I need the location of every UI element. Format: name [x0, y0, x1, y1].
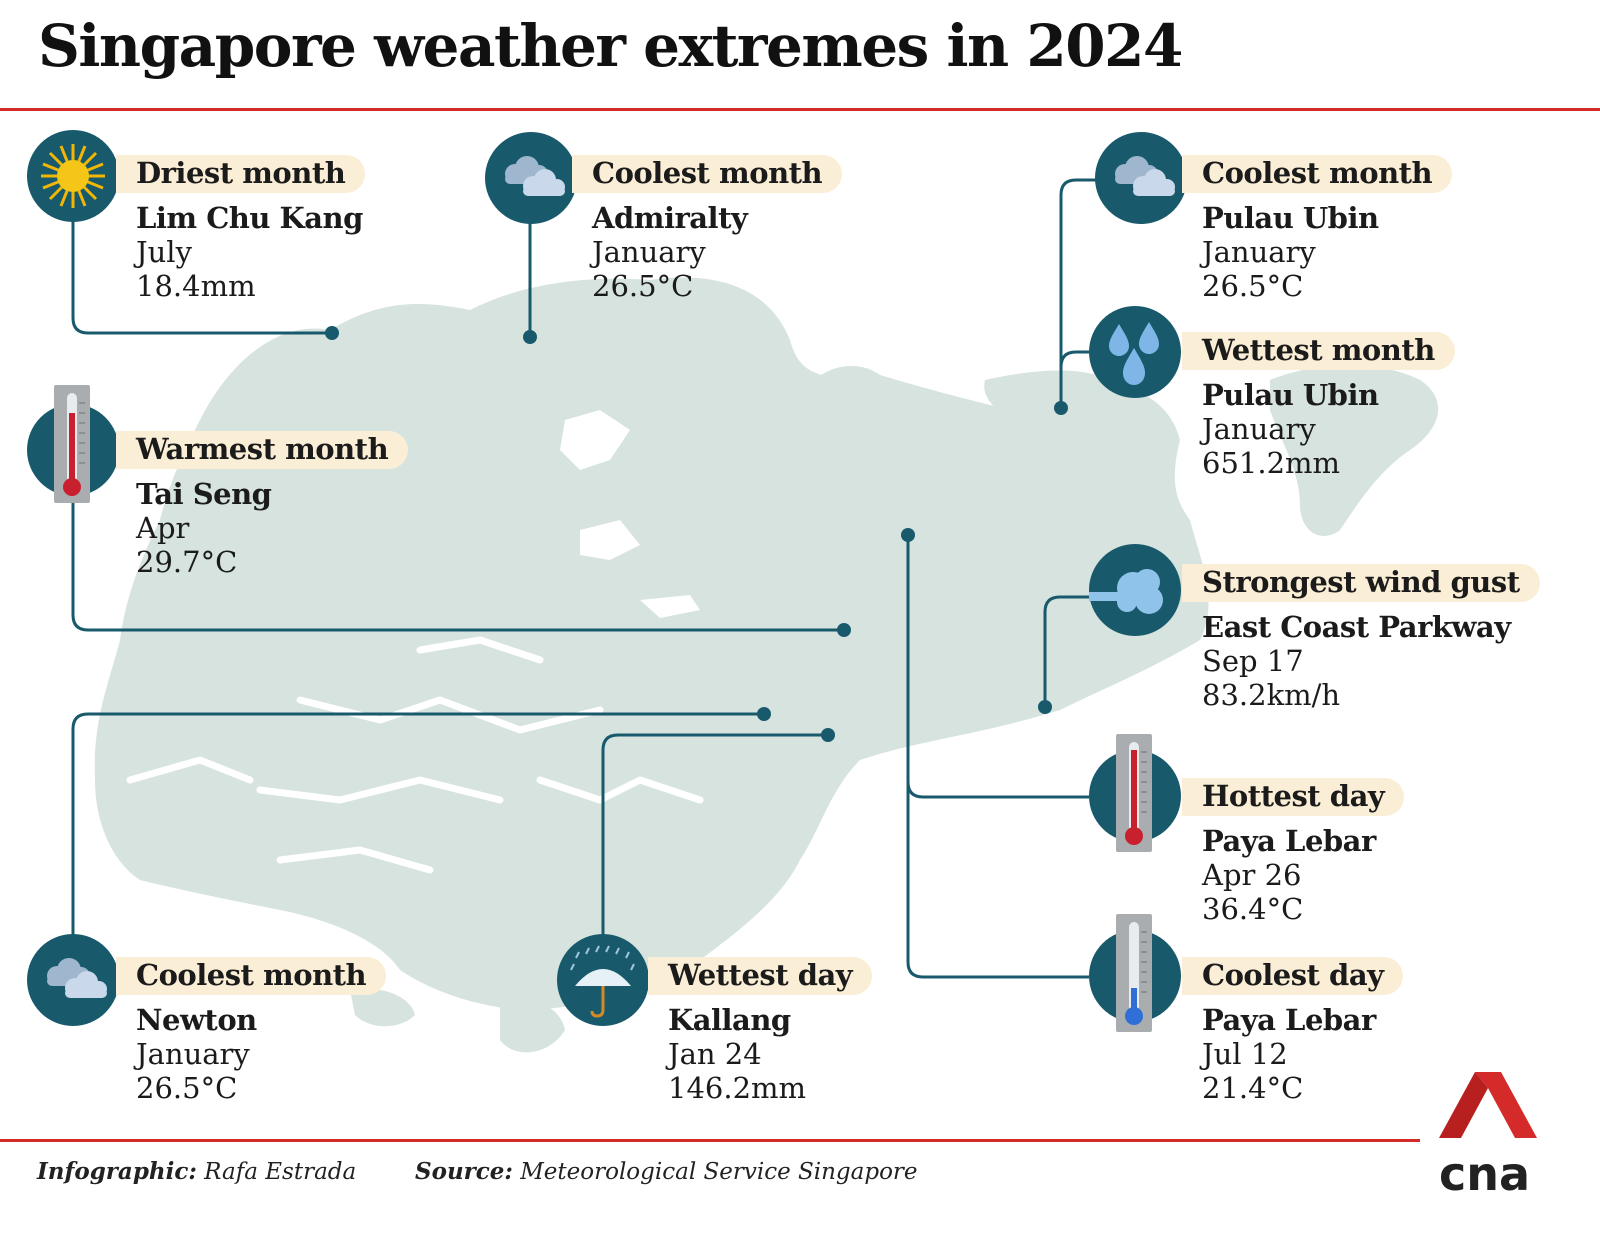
card-place: Admiralty — [592, 201, 748, 235]
leader-lines — [71, 178, 1097, 979]
footer-divider — [0, 1139, 1420, 1142]
location-dots — [325, 326, 1068, 742]
card-when: January — [136, 1037, 250, 1071]
card-coolest-day: Coolest day Paya Lebar Jul 12 21.4°C — [1182, 957, 1404, 1105]
card-coolest-month-pulau-ubin: Coolest month Pulau Ubin January 26.5°C — [1182, 155, 1453, 303]
credit-value: Rafa Estrada — [204, 1159, 357, 1185]
card-place: Paya Lebar — [1202, 1003, 1376, 1037]
card-when: January — [1202, 235, 1316, 269]
footer-source: Source: Meteorological Service Singapore — [415, 1158, 918, 1185]
card-label: Hottest day — [1182, 778, 1405, 816]
card-label: Coolest month — [572, 155, 843, 193]
card-coolest-month-admiralty: Coolest month Admiralty January 26.5°C — [572, 155, 843, 303]
raindrops-icon — [1089, 306, 1181, 398]
thermometer-cold-glyph — [1116, 914, 1152, 1032]
card-value: 26.5°C — [136, 1071, 238, 1105]
dot-lim-chu-kang — [325, 326, 339, 340]
card-value: 29.7°C — [136, 545, 238, 579]
card-value: 26.5°C — [1202, 269, 1304, 303]
dot-kallang — [821, 728, 835, 742]
card-value: 651.2mm — [1202, 446, 1341, 480]
card-when: Sep 17 — [1202, 644, 1304, 678]
card-when: January — [592, 235, 706, 269]
card-label: Coolest month — [1182, 155, 1453, 193]
cloud-icon — [485, 132, 577, 224]
source-label: Source: — [415, 1158, 513, 1185]
map-reservoirs — [560, 410, 700, 618]
thermometer-warm-glyph — [54, 385, 90, 503]
cloud-icon — [27, 934, 119, 1026]
footer-credit: Infographic: Rafa Estrada — [37, 1158, 356, 1185]
card-place: Kallang — [668, 1003, 791, 1037]
dot-admiralty — [523, 330, 537, 344]
card-wettest-month: Wettest month Pulau Ubin January 651.2mm — [1182, 332, 1455, 480]
card-when: Apr 26 — [1202, 858, 1302, 892]
dot-pulau-ubin — [1054, 401, 1068, 415]
card-value: 26.5°C — [592, 269, 694, 303]
card-place: Pulau Ubin — [1202, 378, 1379, 412]
card-label: Wettest day — [648, 957, 873, 995]
svg-text:cna: cna — [1439, 1147, 1530, 1197]
card-strongest-wind-gust: Strongest wind gust East Coast Parkway S… — [1182, 564, 1540, 712]
dot-tai-seng — [837, 623, 851, 637]
card-when: July — [136, 235, 192, 269]
wind-icon — [1089, 544, 1181, 636]
card-label: Wettest month — [1182, 332, 1455, 370]
card-wettest-day: Wettest day Kallang Jan 24 146.2mm — [648, 957, 873, 1105]
card-when: Jan 24 — [668, 1037, 762, 1071]
thermometer-hot-glyph — [1116, 734, 1152, 852]
cloud-icon — [1095, 132, 1187, 224]
dot-newton — [757, 707, 771, 721]
card-label: Strongest wind gust — [1182, 564, 1540, 602]
credit-label: Infographic: — [37, 1158, 197, 1185]
card-value: 146.2mm — [668, 1071, 807, 1105]
cna-logo-icon: cna — [1439, 1072, 1537, 1197]
card-value: 36.4°C — [1202, 892, 1304, 926]
card-place: Pulau Ubin — [1202, 201, 1379, 235]
card-label: Coolest month — [116, 957, 387, 995]
dot-east-coast-parkway — [1038, 700, 1052, 714]
card-place: Paya Lebar — [1202, 824, 1376, 858]
card-place: Newton — [136, 1003, 257, 1037]
card-value: 83.2km/h — [1202, 678, 1341, 712]
card-hottest-day: Hottest day Paya Lebar Apr 26 36.4°C — [1182, 778, 1405, 926]
card-value: 21.4°C — [1202, 1071, 1304, 1105]
source-value: Meteorological Service Singapore — [520, 1159, 918, 1185]
card-when: Jul 12 — [1202, 1037, 1288, 1071]
card-label: Coolest day — [1182, 957, 1404, 995]
card-place: Lim Chu Kang — [136, 201, 363, 235]
card-value: 18.4mm — [136, 269, 256, 303]
card-place: East Coast Parkway — [1202, 610, 1511, 644]
card-coolest-month-newton: Coolest month Newton January 26.5°C — [116, 957, 387, 1105]
card-driest-month: Driest month Lim Chu Kang July 18.4mm — [116, 155, 366, 303]
card-place: Tai Seng — [136, 477, 272, 511]
card-when: Apr — [136, 511, 190, 545]
card-label: Warmest month — [116, 431, 409, 469]
dot-paya-lebar — [901, 528, 915, 542]
card-warmest-month: Warmest month Tai Seng Apr 29.7°C — [116, 431, 409, 579]
page-title: Singapore weather extremes in 2024 — [38, 12, 1183, 80]
title-divider — [0, 108, 1600, 111]
card-label: Driest month — [116, 155, 366, 193]
sun-icon — [27, 130, 119, 222]
umbrella-rain-icon — [557, 934, 649, 1026]
card-when: January — [1202, 412, 1316, 446]
